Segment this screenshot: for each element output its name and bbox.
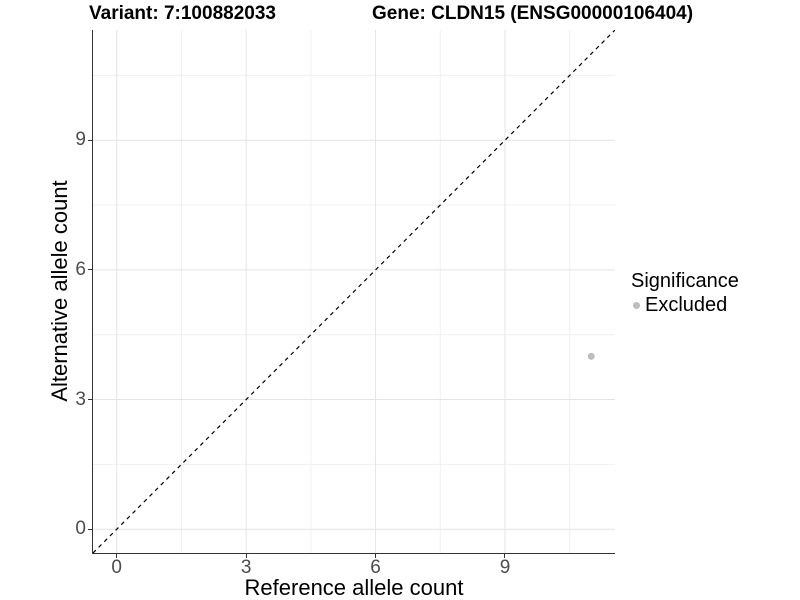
legend-item-excluded: Excluded xyxy=(631,294,739,317)
y-tick-mark xyxy=(88,528,92,530)
identity-dashed-line xyxy=(93,30,615,553)
plot-title-gene: Gene: CLDN15 (ENSG00000106404) xyxy=(372,3,694,24)
y-tick-mark xyxy=(88,269,92,271)
x-tick-mark xyxy=(375,554,377,558)
y-tick-label: 9 xyxy=(75,129,86,151)
y-axis-title: Alternative allele count xyxy=(47,180,72,402)
legend-point-icon xyxy=(633,302,640,309)
x-tick-label: 9 xyxy=(499,557,511,578)
data-point-excluded xyxy=(587,352,595,360)
legend-title: Significance xyxy=(631,270,739,292)
x-tick-mark xyxy=(116,554,118,558)
y-tick-label: 0 xyxy=(75,518,86,540)
x-tick-mark xyxy=(504,554,506,558)
y-tick-mark xyxy=(88,139,92,141)
legend: Significance Excluded xyxy=(631,270,739,317)
x-tick-label: 0 xyxy=(111,557,122,578)
x-tick-mark xyxy=(245,554,247,558)
legend-item-label: Excluded xyxy=(645,294,728,316)
y-tick-mark xyxy=(88,399,92,401)
x-tick-label: 3 xyxy=(240,557,252,578)
plot-panel xyxy=(92,30,615,554)
plot-title-variant: Variant: 7:100882033 xyxy=(89,3,276,24)
y-tick-label: 3 xyxy=(75,388,86,410)
scatter-plot-area xyxy=(93,30,615,553)
x-tick-label: 6 xyxy=(370,557,381,578)
y-tick-label: 6 xyxy=(75,258,86,280)
x-axis-title: Reference allele count xyxy=(244,575,464,600)
